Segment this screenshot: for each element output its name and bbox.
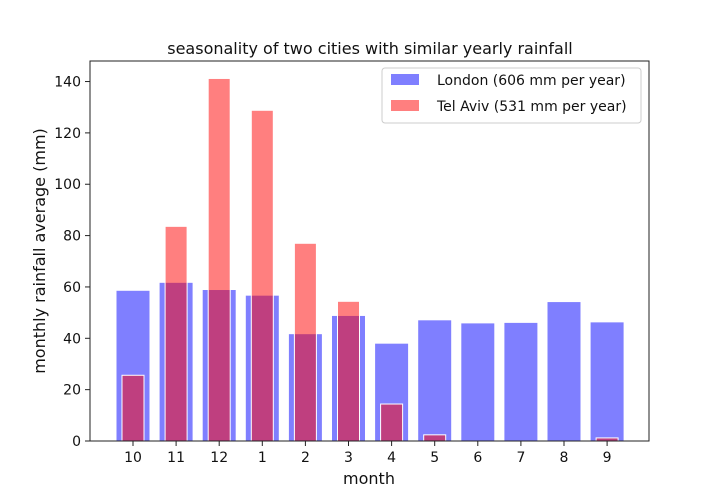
- y-tick-label-60: 60: [63, 280, 81, 296]
- legend-swatch-tel-aviv: [391, 100, 419, 111]
- y-tick-label-40: 40: [63, 331, 81, 347]
- y-tick-label-120: 120: [54, 126, 81, 142]
- plot-frame: [89, 60, 650, 442]
- x-tick-label-5: 5: [430, 450, 439, 466]
- bar-tel-aviv-2: [293, 242, 317, 442]
- x-tick-label-2: 2: [301, 450, 310, 466]
- x-axis-label: month: [343, 469, 395, 488]
- london-bars: [115, 281, 625, 442]
- legend-box: [381, 67, 642, 124]
- x-tick-label-4: 4: [387, 450, 396, 466]
- y-axis-label: monthly rainfall average (mm): [30, 128, 49, 374]
- bar-tel-aviv-1: [250, 109, 274, 442]
- x-tick-label-1: 1: [258, 450, 267, 466]
- x-tick-label-10: 10: [124, 450, 142, 466]
- bar-tel-aviv-12: [207, 77, 231, 442]
- x-tick-label-12: 12: [210, 450, 228, 466]
- y-tick-label-140: 140: [54, 75, 81, 91]
- legend-label-tel-aviv: Tel Aviv (531 mm per year): [436, 99, 627, 115]
- legend-label-london: London (606 mm per year): [437, 73, 626, 89]
- bar-tel-aviv-11: [164, 225, 188, 442]
- bar-tel-aviv-10: [121, 374, 145, 442]
- bar-london-6: [460, 322, 496, 442]
- y-tick-label-0: 0: [72, 434, 81, 450]
- y-tick-label-20: 20: [63, 383, 81, 399]
- x-tick-label-8: 8: [560, 450, 569, 466]
- bar-london-5: [417, 319, 453, 442]
- y-tick-label-100: 100: [54, 177, 81, 193]
- bar-london-8: [546, 301, 582, 442]
- bar-london-7: [503, 321, 539, 442]
- x-tick-label-6: 6: [473, 450, 482, 466]
- x-tick-label-7: 7: [516, 450, 525, 466]
- x-tick-label-9: 9: [603, 450, 612, 466]
- x-axis-ticks: 10 11 12 1 2 3 4 5 6 7 8 9: [124, 441, 612, 466]
- bar-london-9: [589, 321, 625, 442]
- bar-tel-aviv-5: [423, 434, 447, 442]
- x-tick-label-11: 11: [167, 450, 185, 466]
- legend-swatch-london: [391, 74, 419, 85]
- legend: London (606 mm per year) Tel Aviv (531 m…: [381, 67, 642, 124]
- y-tick-label-80: 80: [63, 229, 81, 245]
- tel-aviv-bars: [121, 77, 619, 442]
- bar-tel-aviv-4: [380, 403, 404, 442]
- bar-tel-aviv-3: [337, 300, 360, 442]
- y-axis-ticks: 0 20 40 60 80 100 120 140: [54, 75, 90, 450]
- x-tick-label-3: 3: [344, 450, 353, 466]
- chart-title: seasonality of two cities with similar y…: [167, 39, 573, 58]
